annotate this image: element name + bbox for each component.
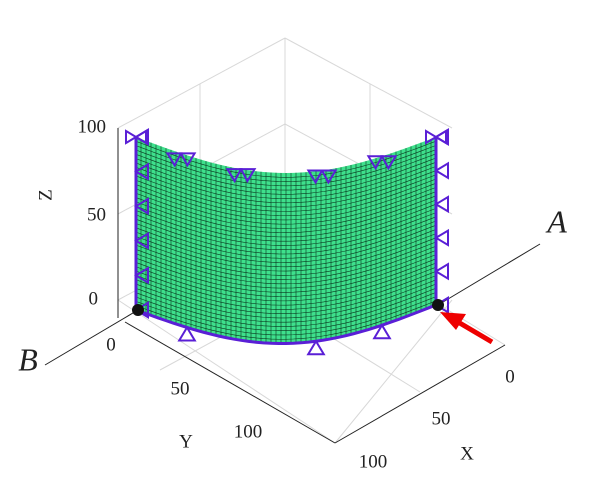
annotation-a: A bbox=[545, 203, 567, 239]
x-tick-label: 0 bbox=[505, 366, 515, 387]
annotation-b: B bbox=[18, 341, 38, 377]
support-symbol bbox=[320, 169, 338, 185]
y-tick-label: 100 bbox=[234, 421, 263, 442]
z-axis-label: Z bbox=[35, 189, 56, 201]
axes bbox=[44, 128, 541, 444]
support-symbol bbox=[372, 323, 392, 340]
x-axis-label: X bbox=[460, 443, 474, 464]
load-arrow bbox=[440, 312, 494, 345]
support-symbol bbox=[434, 195, 449, 214]
support-symbol bbox=[380, 155, 398, 171]
support-symbol bbox=[366, 155, 384, 171]
support-symbol bbox=[425, 129, 438, 145]
support-symbol bbox=[134, 231, 149, 250]
point-b bbox=[132, 304, 144, 316]
support-symbol bbox=[225, 168, 243, 184]
cylindrical-shell bbox=[125, 128, 449, 356]
support-symbol bbox=[125, 129, 138, 145]
support-symbol bbox=[179, 152, 197, 168]
support-symbol bbox=[434, 262, 449, 281]
support-symbol bbox=[134, 162, 149, 181]
support-symbol bbox=[434, 228, 449, 247]
support-symbol bbox=[134, 266, 149, 285]
z-tick-label: 50 bbox=[87, 204, 106, 225]
y-tick-label: 50 bbox=[171, 378, 190, 399]
x-tick-label: 50 bbox=[432, 408, 451, 429]
support-symbol bbox=[306, 169, 324, 185]
y-tick-label: 0 bbox=[106, 334, 116, 355]
support-symbol bbox=[306, 339, 326, 356]
support-symbol bbox=[239, 168, 257, 184]
z-tick-label: 100 bbox=[78, 116, 107, 137]
boundary bbox=[135, 303, 437, 346]
support-symbol bbox=[165, 152, 183, 168]
z-tick-label: 0 bbox=[89, 288, 99, 309]
point-a bbox=[432, 299, 444, 311]
x-tick-label: 100 bbox=[359, 451, 388, 472]
support-symbol bbox=[434, 129, 447, 145]
support-symbol bbox=[434, 161, 449, 180]
support-symbol bbox=[134, 129, 147, 145]
support-symbol bbox=[177, 325, 197, 342]
y-axis-label: Y bbox=[179, 431, 193, 452]
support-symbol bbox=[134, 197, 149, 216]
